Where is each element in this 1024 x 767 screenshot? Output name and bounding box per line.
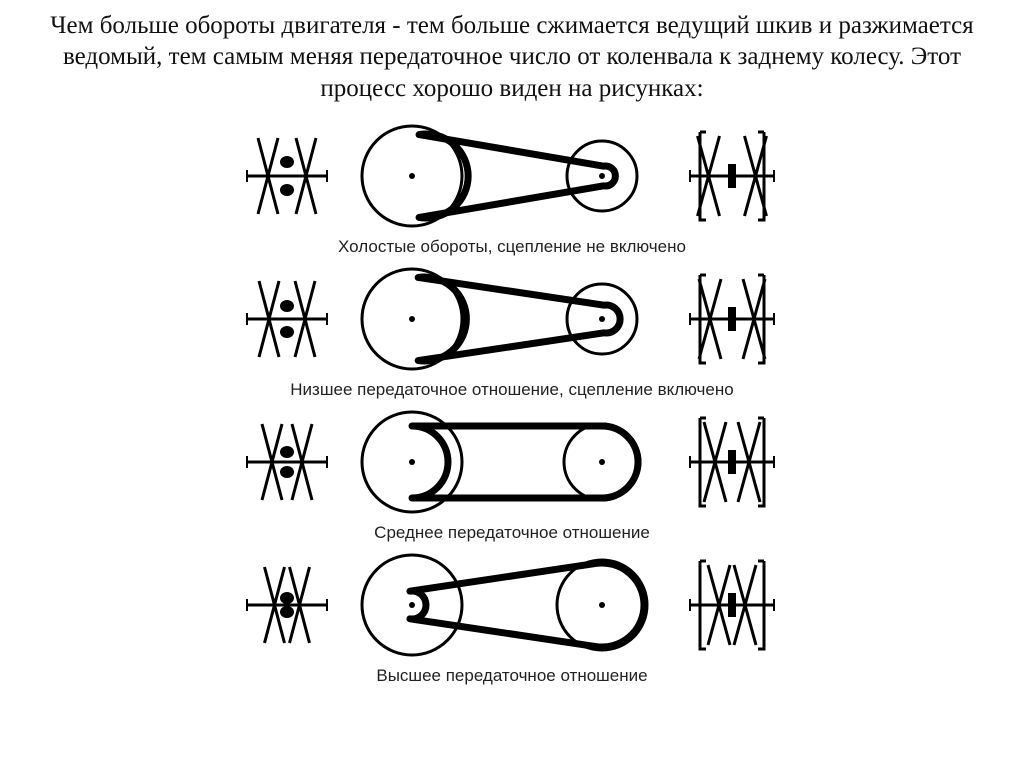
caption-3: Среднее передаточное отношение <box>374 523 650 543</box>
caption-2: Низшее передаточное отношение, сцепление… <box>290 380 733 400</box>
diagram-svg-3 <box>192 402 832 527</box>
caption-1: Холостые обороты, сцепление не включено <box>338 237 686 257</box>
diagram-svg-2 <box>192 259 832 384</box>
title-text: Чем больше обороты двигателя - тем больш… <box>22 10 1002 104</box>
diagram-svg-1 <box>192 116 832 241</box>
caption-4: Высшее передаточное отношение <box>376 666 647 686</box>
diagram-set: Холостые обороты, сцепление не включено … <box>192 116 832 688</box>
diagram-row-2: Низшее передаточное отношение, сцепление… <box>192 259 832 402</box>
diagram-svg-4 <box>192 545 832 670</box>
diagram-row-1: Холостые обороты, сцепление не включено <box>192 116 832 259</box>
diagram-row-4: Высшее передаточное отношение <box>192 545 832 688</box>
diagram-row-3: Среднее передаточное отношение <box>192 402 832 545</box>
